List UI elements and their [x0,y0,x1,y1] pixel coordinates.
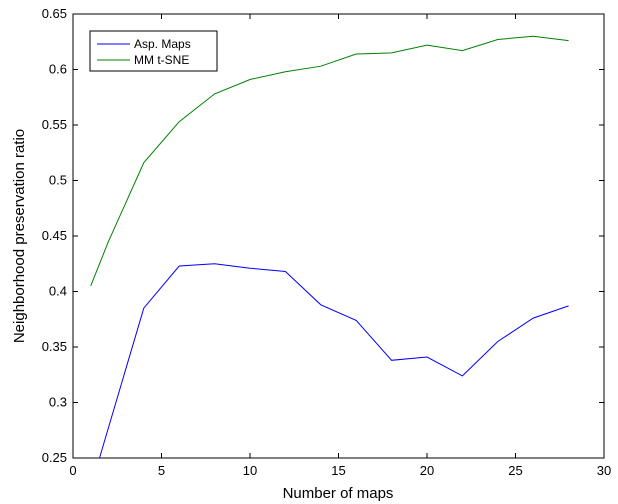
series-lines [90,35,569,459]
y-tick-label: 0.5 [49,173,67,188]
x-tick-label: 15 [331,463,345,478]
y-tick-label: 0.3 [49,395,67,410]
x-tick-label: 10 [243,463,257,478]
x-tick-label: 0 [69,463,76,478]
series-line-1 [90,35,569,287]
y-tick-label: 0.25 [42,450,67,465]
x-tick-label: 30 [597,463,611,478]
y-tick-label: 0.55 [42,117,67,132]
legend-label-mm-tsne: MM t-SNE [134,53,189,67]
x-tick-label: 25 [508,463,522,478]
y-tick-label: 0.45 [42,228,67,243]
y-tick-label: 0.6 [49,62,67,77]
legend: Asp. Maps MM t-SNE [89,30,218,72]
plot-area [72,13,605,459]
y-tick-label: 0.65 [42,6,67,21]
y-tick-label: 0.4 [49,284,67,299]
legend-box [89,30,218,72]
legend-label-asp-maps: Asp. Maps [134,37,191,51]
axis-ticks: 0 5 10 15 20 25 30 0.25 0.3 0.35 0.4 0.45 0.5 0.55 0.6… [42,6,612,478]
y-axis-label: Neighborhood preservation ratio [11,129,28,343]
x-tick-label: 20 [420,463,434,478]
series-line-0 [99,263,569,459]
x-axis-label: Number of maps [283,485,394,502]
y-tick-label: 0.35 [42,339,67,354]
x-tick-label: 5 [158,463,165,478]
